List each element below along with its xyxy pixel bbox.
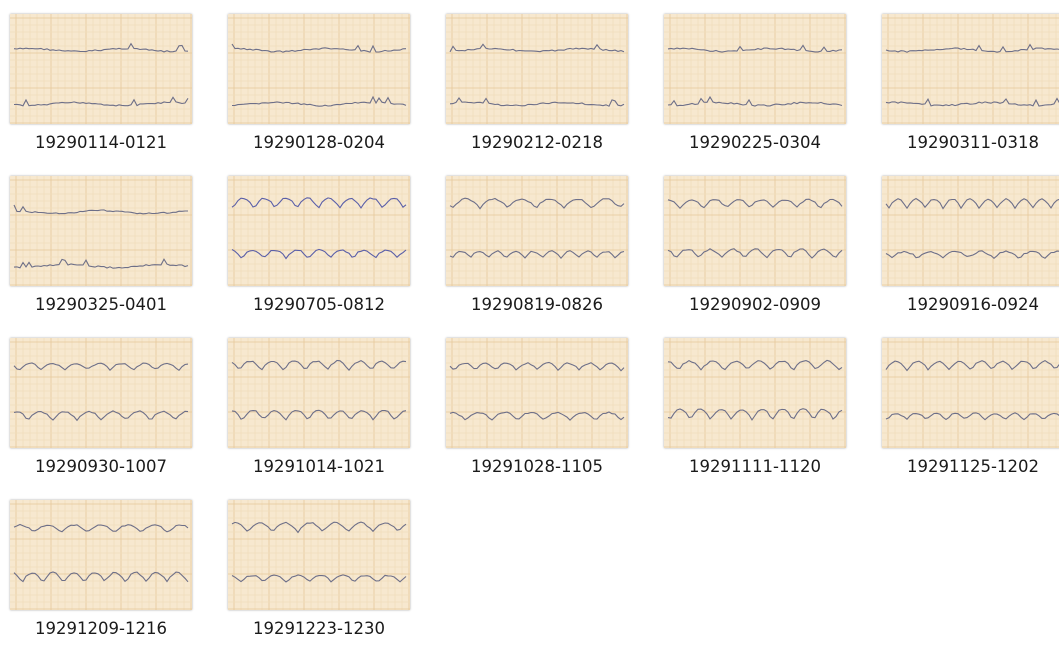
file-item[interactable]: 19290325-0401 [10, 176, 228, 336]
file-name: 19290930-1007 [35, 457, 167, 476]
thumbnail [10, 338, 192, 448]
file-name: 19291209-1216 [35, 619, 167, 638]
thumbnail [664, 338, 846, 448]
file-item[interactable]: 19290902-0909 [664, 176, 882, 336]
file-name: 19290819-0826 [471, 295, 603, 314]
thumbnail [228, 176, 410, 286]
file-item[interactable]: 19290212-0218 [446, 14, 664, 174]
file-item[interactable]: 19291125-1202 [882, 338, 1059, 498]
file-name: 19291111-1120 [689, 457, 821, 476]
file-name: 19290311-0318 [907, 133, 1039, 152]
thumbnail [446, 338, 628, 448]
file-item[interactable]: 19290114-0121 [10, 14, 228, 174]
thumbnail [664, 14, 846, 124]
thumbnail [228, 500, 410, 610]
file-name: 19291223-1230 [253, 619, 385, 638]
file-item[interactable]: 19290819-0826 [446, 176, 664, 336]
file-item[interactable]: 19290916-0924 [882, 176, 1059, 336]
thumbnail [228, 14, 410, 124]
thumbnail [446, 14, 628, 124]
file-name: 19290916-0924 [907, 295, 1039, 314]
file-explorer: 19290114-0121 19290128-0204 19290212-0218 1… [10, 14, 1059, 638]
file-name: 19291125-1202 [907, 457, 1039, 476]
file-name: 19290902-0909 [689, 295, 821, 314]
file-item[interactable]: 19291223-1230 [228, 500, 446, 660]
file-item[interactable]: 19291028-1105 [446, 338, 664, 498]
thumbnail [10, 176, 192, 286]
file-name: 19290212-0218 [471, 133, 603, 152]
file-item[interactable]: 19290930-1007 [10, 338, 228, 498]
file-item[interactable]: 19290311-0318 [882, 14, 1059, 174]
thumbnail [882, 176, 1059, 286]
file-item[interactable]: 19291014-1021 [228, 338, 446, 498]
file-item[interactable]: 19291111-1120 [664, 338, 882, 498]
file-name: 19290128-0204 [253, 133, 385, 152]
thumbnail [882, 14, 1059, 124]
file-item[interactable]: 19290128-0204 [228, 14, 446, 174]
thumbnail [446, 176, 628, 286]
thumbnail [882, 338, 1059, 448]
file-name: 19290325-0401 [35, 295, 167, 314]
file-item[interactable]: 19290705-0812 [228, 176, 446, 336]
file-item[interactable]: 19291209-1216 [10, 500, 228, 660]
thumbnail [10, 14, 192, 124]
file-name: 19290114-0121 [35, 133, 167, 152]
file-name: 19291014-1021 [253, 457, 385, 476]
file-item[interactable]: 19290225-0304 [664, 14, 882, 174]
thumbnail [664, 176, 846, 286]
thumbnail [228, 338, 410, 448]
file-name: 19290705-0812 [253, 295, 385, 314]
thumbnail [10, 500, 192, 610]
file-name: 19290225-0304 [689, 133, 821, 152]
file-name: 19291028-1105 [471, 457, 603, 476]
